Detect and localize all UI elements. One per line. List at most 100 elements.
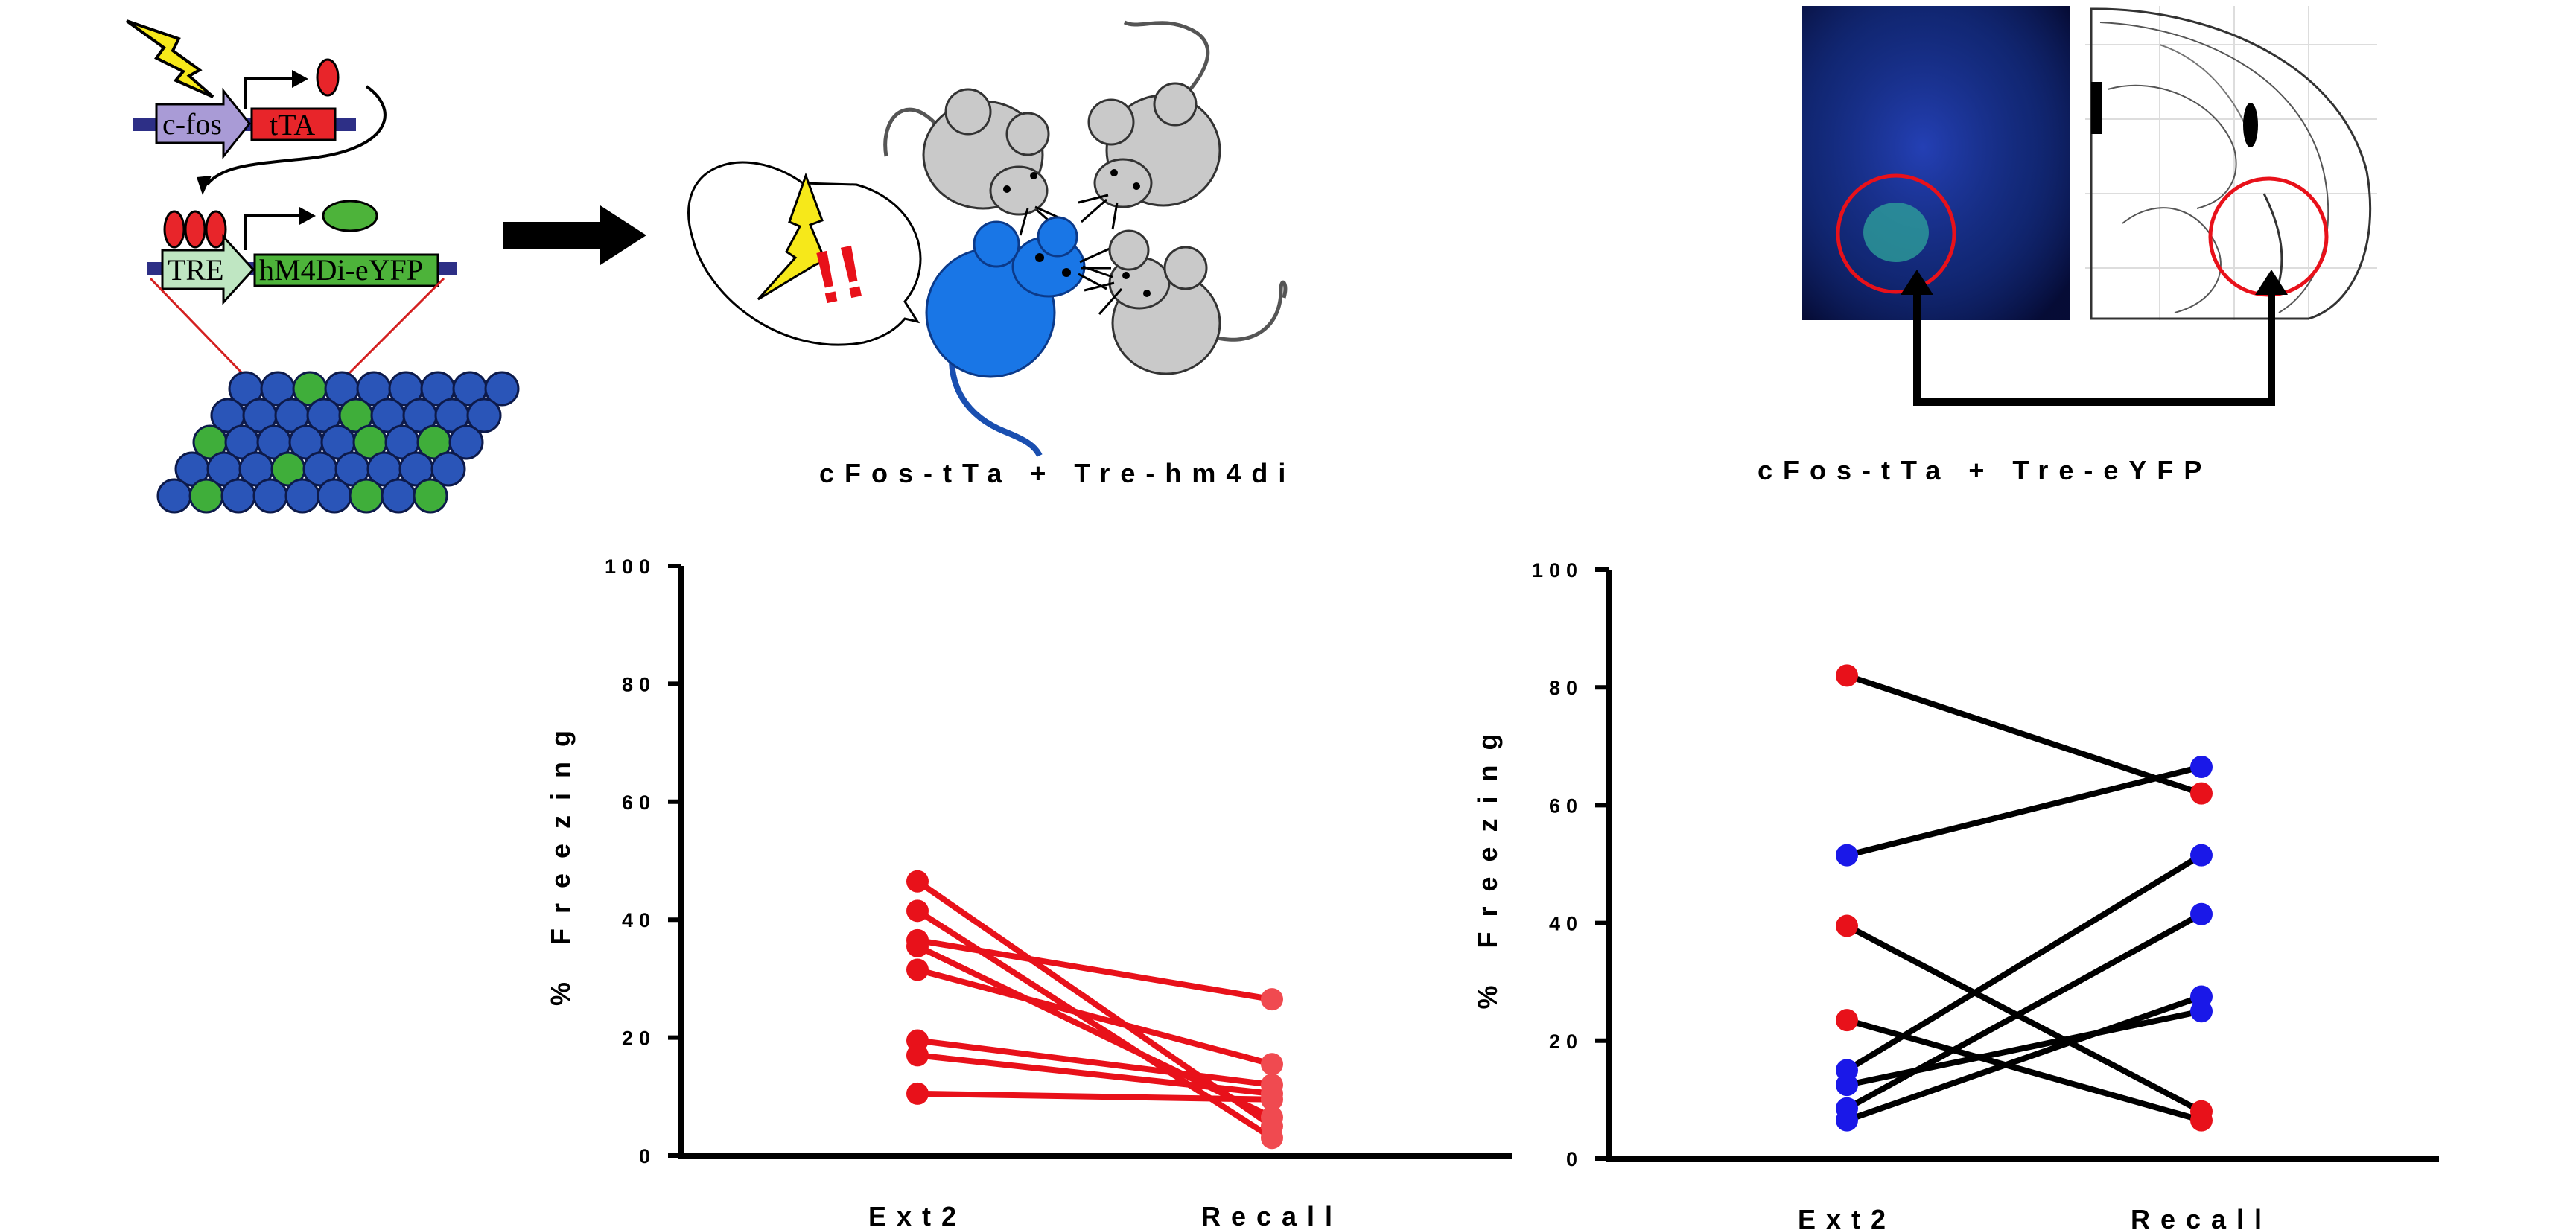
y-tick-label: 0	[639, 1145, 656, 1167]
mouse-icon	[1082, 229, 1288, 375]
x-tick-label: Recall	[1201, 1201, 1343, 1230]
neuron-cell	[448, 424, 484, 460]
y-tick-label: 40	[1549, 913, 1583, 935]
freezing-chart-hm4di: 0 20 40 60 80 100 Ext2 Recall % Freezing	[545, 555, 1512, 1230]
data-point	[1836, 1109, 1858, 1132]
neuron-cell	[317, 478, 352, 514]
data-point	[2190, 1109, 2213, 1132]
y-tick-label: 80	[622, 673, 656, 695]
neuron-population	[156, 371, 520, 514]
neuron-cell	[349, 478, 384, 514]
neuron-cell	[413, 478, 448, 514]
series-line	[1844, 922, 2204, 1115]
curved-arrow	[206, 85, 387, 186]
tta-bound-oval	[205, 210, 227, 249]
mice-illustration: !!	[687, 20, 1288, 457]
data-point	[2190, 985, 2213, 1008]
tta-protein	[316, 58, 340, 97]
x-tick-label: Ext2	[1798, 1204, 1896, 1230]
data-point	[1261, 1053, 1283, 1076]
freezing-chart-eyfp: 0 20 40 60 80 100 Ext2 Recall % Freezing	[1472, 559, 2439, 1230]
comparison-connector	[1913, 289, 2275, 406]
tre-label: TRE	[168, 253, 224, 287]
data-point	[906, 958, 929, 981]
mouse-icon	[1078, 20, 1221, 230]
y-tick-label: 40	[622, 909, 656, 931]
neuron-cell	[484, 371, 520, 407]
data-point	[1836, 1009, 1858, 1032]
series-line	[1844, 672, 2204, 797]
data-point	[906, 870, 929, 893]
brain-histology	[1802, 6, 2070, 320]
x-tick-label: Ext2	[868, 1201, 967, 1230]
data-point	[1836, 844, 1858, 867]
series-line	[1844, 911, 2204, 1112]
tta-label: tTA	[270, 108, 315, 141]
mouse-icon	[883, 88, 1066, 236]
y-tick-label: 60	[1549, 794, 1583, 817]
neuron-cell	[284, 478, 320, 514]
data-point	[1261, 1127, 1283, 1150]
transcription-arrow	[244, 77, 292, 109]
genetic-construct-schematic: c-fos tTA TRE hM4Di-eYFP	[125, 19, 520, 514]
y-axis-label: % Freezing	[545, 716, 576, 1006]
series-line	[915, 908, 1275, 1141]
series-line	[1844, 993, 2204, 1124]
neuron-cell	[430, 451, 466, 487]
data-point	[906, 1044, 929, 1067]
series-line	[915, 966, 1275, 1068]
data-point	[1261, 988, 1283, 1011]
y-tick-label: 0	[1566, 1148, 1583, 1170]
hm4di-label: hM4Di-eYFP	[259, 253, 423, 287]
y-tick-label: 60	[622, 791, 656, 814]
tta-bound-oval	[163, 210, 185, 249]
data-point	[2190, 755, 2213, 778]
x-tick-label: Recall	[2131, 1204, 2272, 1230]
series-line	[915, 1037, 1275, 1088]
y-tick-label: 80	[1549, 677, 1583, 699]
neuron-cell	[252, 478, 288, 514]
series-line	[915, 1090, 1275, 1103]
data-point	[1261, 1106, 1283, 1129]
series-line	[915, 1052, 1275, 1097]
data-point	[906, 899, 929, 922]
series-line	[915, 937, 1275, 1003]
data-point	[1261, 1088, 1283, 1111]
tta-gene-box	[250, 107, 337, 141]
experiment-caption-eyfp: cFos-tTa + Tre-eYFP	[1758, 455, 2212, 485]
data-point	[1836, 914, 1858, 937]
y-tick-label: 20	[1549, 1030, 1583, 1053]
region-circle	[1836, 173, 1956, 294]
c-fos-label: c-fos	[162, 107, 222, 141]
neuron-cell	[220, 478, 256, 514]
c-fos-promoter-arrow	[155, 87, 251, 160]
hm4di-gene-box	[253, 253, 439, 287]
mouse-icon	[925, 216, 1111, 457]
y-axis-label: % Freezing	[1472, 718, 1503, 1009]
series-line	[1844, 763, 2204, 858]
lightning-icon	[757, 172, 827, 301]
data-point	[2190, 782, 2213, 805]
eyfp-protein	[322, 200, 378, 232]
data-point	[906, 934, 929, 957]
y-tick-label: 100	[605, 555, 656, 578]
neuron-cell	[466, 398, 502, 433]
tre-arrow	[161, 234, 255, 305]
yfp-signal	[1863, 203, 1929, 262]
brain-atlas	[2085, 6, 2377, 320]
data-point	[2190, 844, 2213, 867]
y-tick-label: 100	[1532, 559, 1583, 581]
neuron-cell	[381, 478, 416, 514]
data-point	[906, 1082, 929, 1105]
neuron-cell	[156, 478, 192, 514]
experiment-caption-hm4di: cFos-tTa + Tre-hm4di	[819, 458, 1296, 488]
series-line	[1844, 852, 2204, 1074]
series-line	[1844, 1008, 2204, 1089]
neuron-cell	[188, 478, 224, 514]
lightning-icon	[125, 19, 214, 98]
y-tick-label: 20	[622, 1027, 656, 1050]
data-point	[2190, 902, 2213, 925]
tta-bound-oval	[184, 210, 206, 249]
arrow-right-icon	[503, 205, 646, 265]
